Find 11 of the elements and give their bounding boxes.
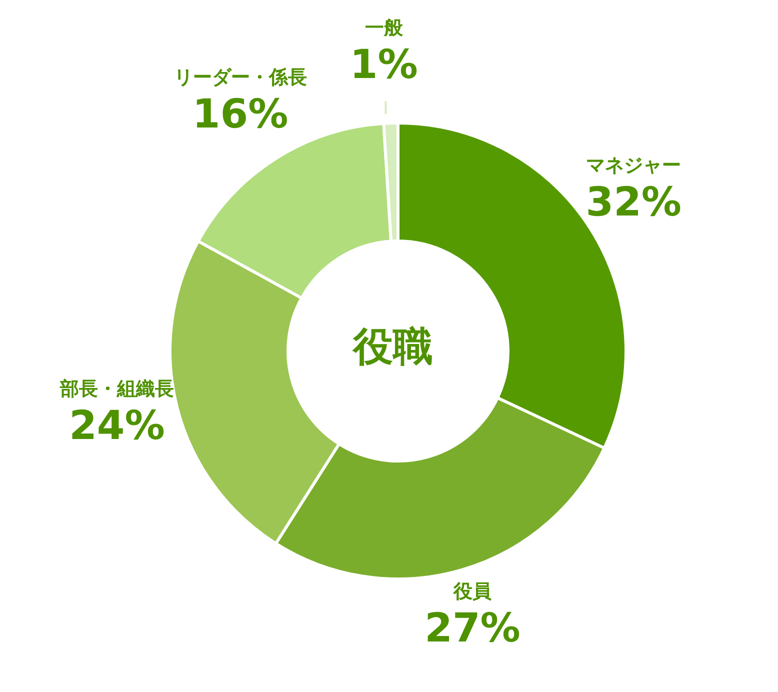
data-label: 1% — [350, 42, 418, 88]
data-label: 16% — [192, 91, 288, 138]
slice-label: 一般 — [364, 17, 404, 40]
slice-label: 部長・組織長 — [58, 378, 174, 400]
slice-label: 役員 — [452, 580, 492, 603]
data-label: 24% — [69, 402, 165, 449]
slice-label: リーダー・係長 — [174, 66, 307, 88]
data-label: 27% — [424, 606, 520, 652]
text: 役職 — [351, 324, 433, 370]
slice-label: マネジャー — [586, 154, 682, 176]
data-label: 32% — [586, 179, 682, 226]
